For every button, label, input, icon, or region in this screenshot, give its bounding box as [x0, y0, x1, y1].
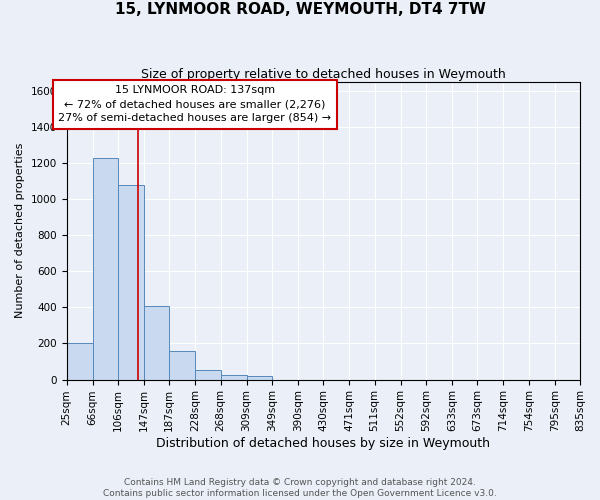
Bar — [144, 306, 169, 380]
Bar — [195, 370, 221, 380]
X-axis label: Distribution of detached houses by size in Weymouth: Distribution of detached houses by size … — [156, 437, 490, 450]
Bar — [118, 186, 144, 380]
Y-axis label: Number of detached properties: Number of detached properties — [15, 143, 25, 318]
Title: Size of property relative to detached houses in Weymouth: Size of property relative to detached ho… — [141, 68, 506, 80]
Text: Contains HM Land Registry data © Crown copyright and database right 2024.
Contai: Contains HM Land Registry data © Crown c… — [103, 478, 497, 498]
Text: 15 LYNMOOR ROAD: 137sqm
← 72% of detached houses are smaller (2,276)
27% of semi: 15 LYNMOOR ROAD: 137sqm ← 72% of detache… — [58, 85, 331, 123]
Bar — [169, 350, 195, 380]
Bar — [92, 158, 118, 380]
Text: 15, LYNMOOR ROAD, WEYMOUTH, DT4 7TW: 15, LYNMOOR ROAD, WEYMOUTH, DT4 7TW — [115, 2, 485, 18]
Bar — [247, 376, 272, 380]
Bar — [67, 342, 92, 380]
Bar — [221, 375, 247, 380]
